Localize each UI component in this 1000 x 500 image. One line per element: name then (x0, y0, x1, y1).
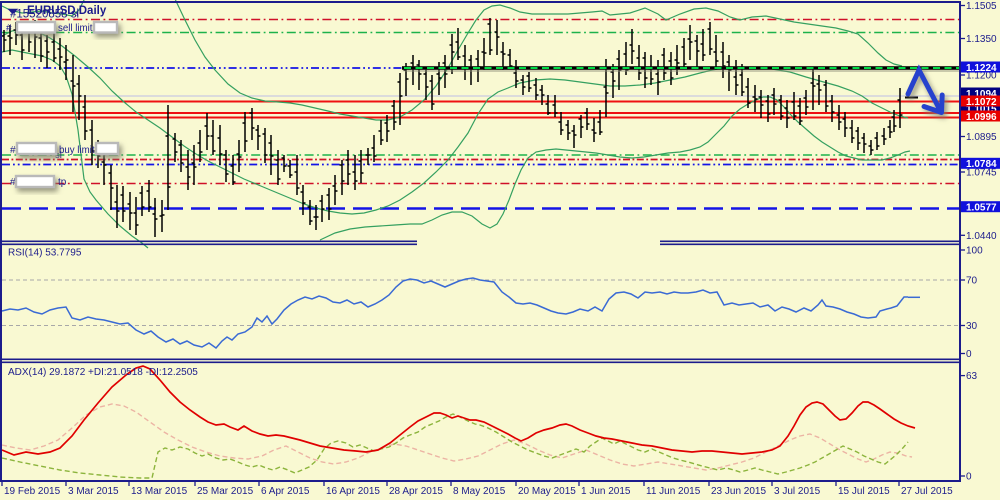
svg-text:sell limit: sell limit (58, 23, 93, 34)
svg-text:30: 30 (966, 321, 978, 332)
svg-text:25 Mar 2015: 25 Mar 2015 (197, 486, 254, 497)
svg-text:11 Jun 2015: 11 Jun 2015 (646, 486, 701, 497)
svg-text:1.1224: 1.1224 (966, 63, 997, 74)
svg-text:16 Apr 2015: 16 Apr 2015 (326, 486, 380, 497)
svg-text:1.0996: 1.0996 (966, 112, 997, 123)
svg-text:ADX(14) 29.1872 +DI:21.0518 -D: ADX(14) 29.1872 +DI:21.0518 -DI:12.2505 (8, 367, 198, 378)
svg-text:#: # (10, 145, 16, 156)
svg-text:3 Mar 2015: 3 Mar 2015 (68, 486, 119, 497)
svg-text:#15520858 sl: #15520858 sl (10, 9, 79, 21)
svg-text:#: # (10, 177, 16, 188)
svg-text:0: 0 (966, 349, 972, 360)
svg-text:#: # (6, 23, 12, 34)
svg-text:15 Jul 2015: 15 Jul 2015 (838, 486, 890, 497)
svg-text:13 Mar 2015: 13 Mar 2015 (131, 486, 188, 497)
svg-text:1.0784: 1.0784 (966, 159, 997, 170)
svg-text:1.1072: 1.1072 (966, 97, 997, 108)
svg-text:1.1505: 1.1505 (966, 1, 997, 12)
svg-text:23 Jun 2015: 23 Jun 2015 (711, 486, 766, 497)
svg-text:27 Jul 2015: 27 Jul 2015 (901, 486, 953, 497)
svg-text:19 Feb 2015: 19 Feb 2015 (4, 486, 61, 497)
svg-text:1.1350: 1.1350 (966, 34, 997, 45)
svg-text:1.0577: 1.0577 (966, 203, 997, 214)
svg-text:1.0440: 1.0440 (966, 231, 997, 242)
svg-text:1.1200: 1.1200 (966, 71, 997, 82)
svg-text:63: 63 (966, 371, 978, 382)
svg-text:100: 100 (966, 246, 983, 257)
svg-text:1.0895: 1.0895 (966, 132, 997, 143)
svg-text:20 May 2015: 20 May 2015 (518, 486, 576, 497)
svg-text:1 Jun 2015: 1 Jun 2015 (581, 486, 631, 497)
svg-text:RSI(14) 53.7795: RSI(14) 53.7795 (8, 248, 82, 259)
svg-text:sl: sl (55, 150, 62, 161)
svg-text:6 Apr 2015: 6 Apr 2015 (261, 486, 310, 497)
svg-text:0: 0 (966, 472, 972, 483)
svg-text:70: 70 (966, 276, 978, 287)
svg-text:EURUSD,Daily: EURUSD,Daily (27, 5, 107, 17)
svg-text:buy limit: buy limit (59, 145, 95, 156)
svg-text:8 May 2015: 8 May 2015 (453, 486, 506, 497)
svg-text:1.1015: 1.1015 (966, 104, 997, 115)
svg-text:28 Apr 2015: 28 Apr 2015 (389, 486, 443, 497)
svg-text:1.0745: 1.0745 (966, 168, 997, 179)
svg-text:3 Jul 2015: 3 Jul 2015 (774, 486, 821, 497)
svg-text:1.1094: 1.1094 (966, 89, 997, 100)
svg-text:tp: tp (58, 177, 67, 188)
